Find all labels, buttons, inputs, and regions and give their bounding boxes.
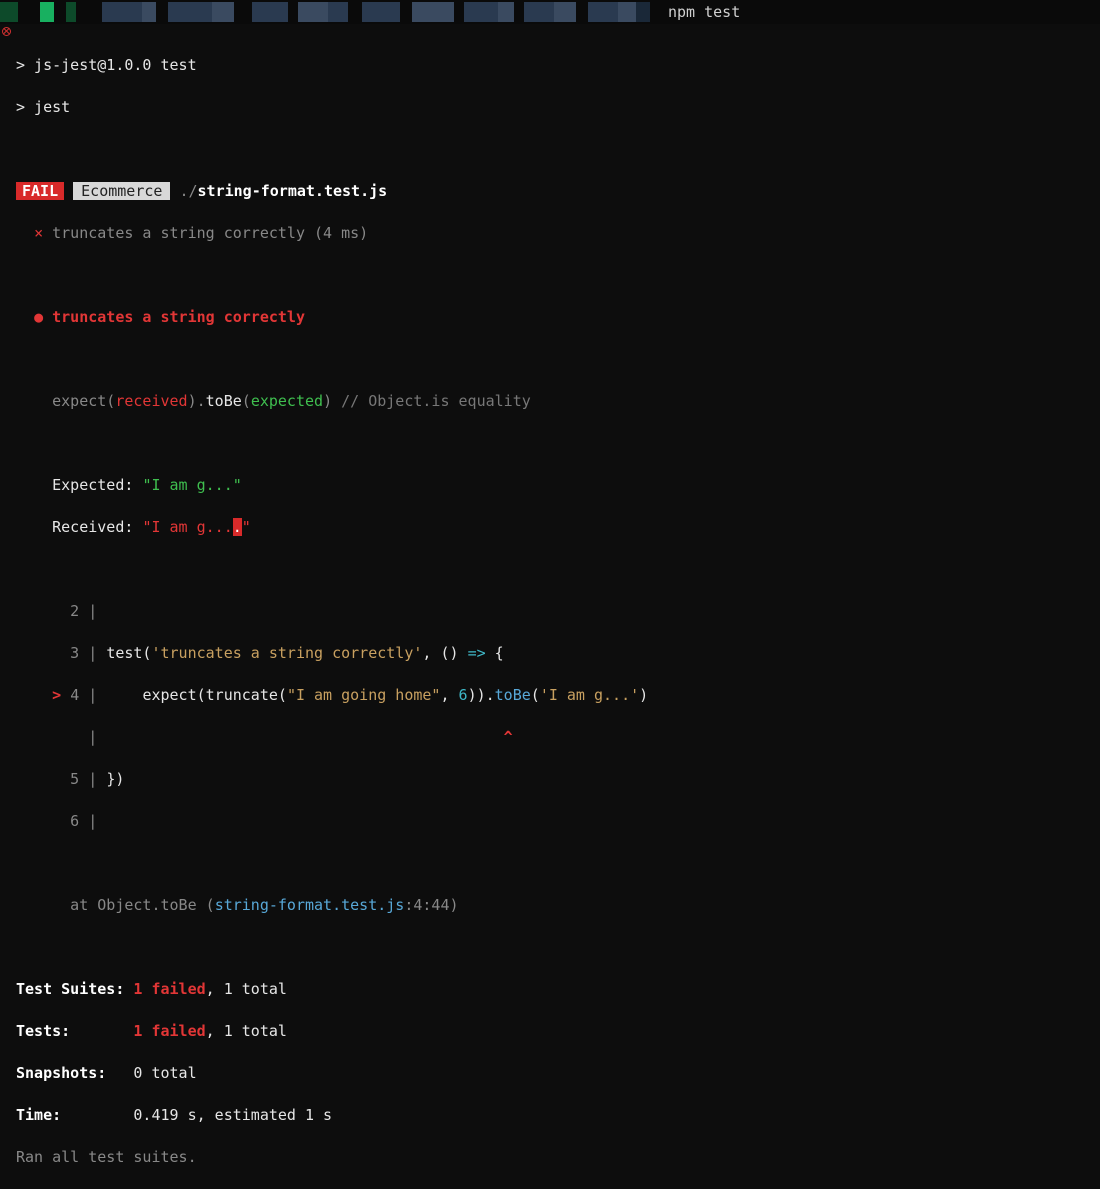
bullet-icon: ●: [34, 308, 43, 326]
stack-trace: at Object.toBe (string-format.test.js:4:…: [16, 895, 1084, 916]
expected-line: Expected: "I am g...": [16, 475, 1084, 496]
titlebar: npm test: [0, 0, 1100, 24]
window-title: npm test: [668, 2, 740, 23]
test-file: string-format.test.js: [198, 182, 388, 200]
failure-title: ● truncates a string correctly: [16, 307, 1084, 328]
test-list-item: × truncates a string correctly (4 ms): [16, 223, 1084, 244]
terminal-output: > js-jest@1.0.0 test > jest FAIL Ecommer…: [0, 24, 1100, 1189]
test-list-text: truncates a string correctly (4 ms): [52, 224, 368, 242]
x-icon: ×: [34, 224, 43, 242]
summary-tests: Tests: 1 failed, 1 total: [16, 1021, 1084, 1042]
received-line: Received: "I am g....": [16, 517, 1084, 538]
code-line-4: > 4 | expect(truncate("I am going home",…: [16, 685, 1084, 706]
assert-line: expect(received).toBe(expected) // Objec…: [16, 391, 1084, 412]
caret-icon: ^: [504, 728, 513, 746]
stack-file: string-format.test.js: [215, 896, 405, 914]
npm-script-line: > js-jest@1.0.0 test: [16, 56, 197, 74]
code-caret-line: | ^: [16, 727, 1084, 748]
suite-badge: Ecommerce: [73, 182, 170, 200]
result-header: FAIL Ecommerce ./string-format.test.js: [16, 181, 1084, 202]
code-line-5: 5 | }): [16, 769, 1084, 790]
failure-name: truncates a string correctly: [52, 308, 305, 326]
summary-ran: Ran all test suites.: [16, 1147, 1084, 1168]
summary-snapshots: Snapshots: 0 total: [16, 1063, 1084, 1084]
code-line-6: 6 |: [16, 811, 1084, 832]
summary-suites: Test Suites: 1 failed, 1 total: [16, 979, 1084, 1000]
close-icon[interactable]: [2, 27, 11, 36]
path-prefix: ./: [179, 182, 197, 200]
titlebar-decor: [0, 2, 660, 22]
code-line-3: 3 | test('truncates a string correctly',…: [16, 643, 1084, 664]
fail-badge: FAIL: [16, 182, 64, 200]
summary-time: Time: 0.419 s, estimated 1 s: [16, 1105, 1084, 1126]
jest-cmd-line: > jest: [16, 98, 70, 116]
